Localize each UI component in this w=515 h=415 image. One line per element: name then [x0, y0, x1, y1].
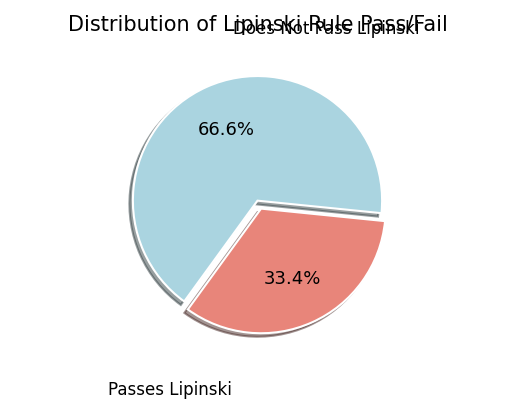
Wedge shape: [133, 76, 382, 301]
Text: 66.6%: 66.6%: [197, 121, 254, 139]
Wedge shape: [188, 209, 385, 333]
Text: 33.4%: 33.4%: [264, 270, 321, 288]
Text: Passes Lipinski: Passes Lipinski: [108, 381, 232, 399]
Title: Distribution of Lipinski Rule Pass/Fail: Distribution of Lipinski Rule Pass/Fail: [67, 15, 448, 35]
Text: Does Not Pass Lipinski: Does Not Pass Lipinski: [233, 20, 419, 38]
